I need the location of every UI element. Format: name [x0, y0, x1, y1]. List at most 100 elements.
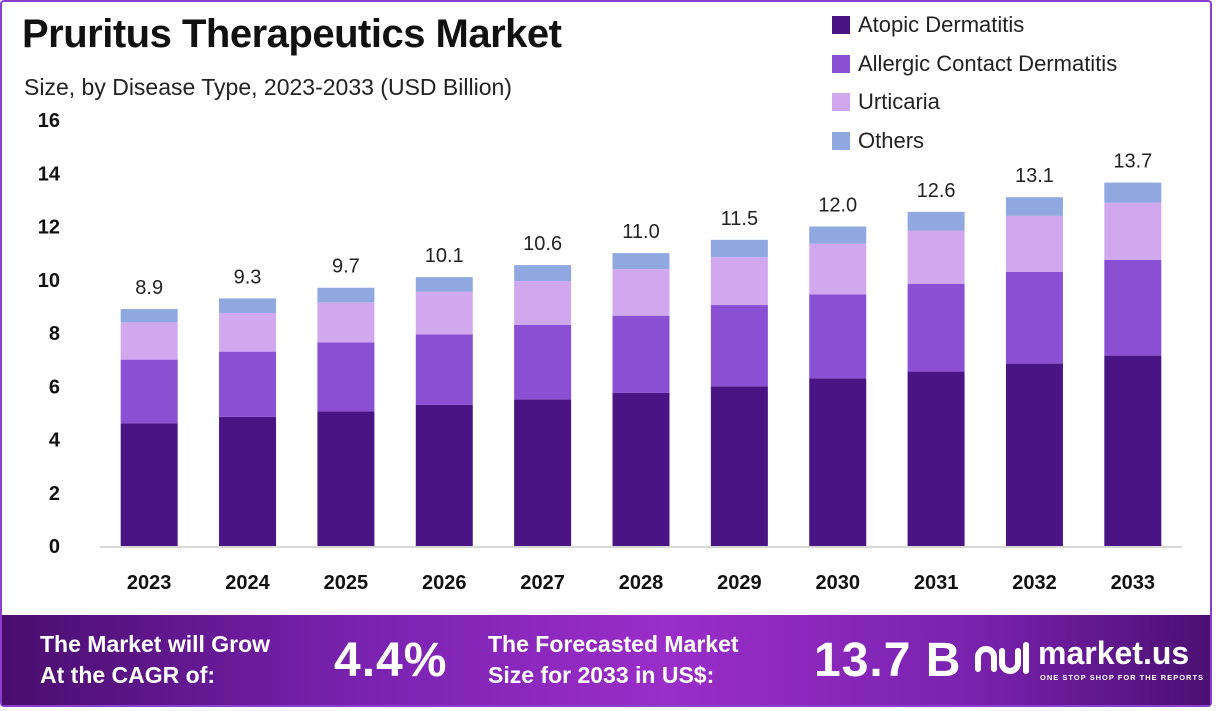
y-tick-label-16: 16	[38, 110, 60, 132]
summary-banner: The Market will Grow At the CAGR of: 4.4…	[2, 615, 1210, 705]
bar-allergic-contact-dermatitis-2032	[1005, 271, 1063, 364]
legend-swatch-atopic-dermatitis	[832, 16, 850, 35]
legend-label-urticaria: Urticaria	[858, 89, 940, 115]
bar-others-2024	[219, 298, 277, 314]
legend-label-atopic-dermatitis: Atopic Dermatitis	[858, 12, 1025, 38]
bar-urticaria-2025	[317, 302, 375, 343]
legend-item-urticaria: Urticaria	[832, 83, 1117, 122]
x-tick-label-2026: 2026	[422, 572, 467, 594]
bar-atopic-dermatitis-2024	[219, 416, 277, 546]
x-tick-label-2033: 2033	[1111, 572, 1156, 594]
chart-title: Pruritus Therapeutics Market	[22, 12, 562, 56]
x-tick-label-2028: 2028	[619, 572, 664, 594]
total-label-2033: 13.7	[1113, 151, 1152, 173]
bar-urticaria-2027	[514, 281, 572, 326]
x-tick-label-2029: 2029	[717, 572, 762, 594]
x-tick-label-2031: 2031	[914, 572, 959, 594]
x-tick-label-2025: 2025	[324, 572, 369, 594]
market-us-logo-tagline: ONE STOP SHOP FOR THE REPORTS	[1040, 673, 1205, 682]
market-us-logo-icon	[975, 642, 1029, 674]
legend-item-allergic-contact-dermatitis: Allergic Contact Dermatitis	[832, 45, 1117, 84]
legend-label-allergic-contact-dermatitis: Allergic Contact Dermatitis	[858, 50, 1118, 76]
bar-atopic-dermatitis-2032	[1005, 363, 1063, 546]
bar-urticaria-2023	[120, 322, 178, 360]
bar-atopic-dermatitis-2028	[612, 392, 670, 546]
total-label-2028: 11.0	[622, 221, 659, 243]
total-label-2025: 9.7	[332, 256, 360, 278]
total-label-2030: 12.0	[818, 195, 857, 217]
y-tick-label-2: 2	[49, 483, 60, 505]
legend-item-others: Others	[832, 122, 1117, 161]
bar-urticaria-2033	[1104, 202, 1162, 260]
bar-urticaria-2026	[415, 291, 473, 335]
legend-label-others: Others	[858, 127, 925, 153]
bar-others-2025	[317, 287, 375, 303]
cagr-caption-line2: At the CAGR of:	[40, 662, 216, 688]
bar-urticaria-2028	[612, 269, 670, 316]
bar-urticaria-2031	[907, 230, 965, 284]
forecast-value: 13.7 B	[814, 634, 962, 687]
total-label-2032: 13.1	[1015, 165, 1054, 187]
cagr-caption-line1: The Market will Grow	[40, 631, 271, 657]
x-tick-label-2027: 2027	[520, 572, 565, 594]
bar-urticaria-2030	[809, 243, 867, 295]
y-tick-label-4: 4	[49, 430, 61, 452]
y-tick-label-8: 8	[49, 323, 60, 345]
bar-others-2030	[809, 226, 867, 244]
bar-atopic-dermatitis-2025	[317, 411, 375, 546]
x-tick-label-2024: 2024	[225, 572, 270, 594]
x-tick-label-2023: 2023	[127, 572, 172, 594]
bar-others-2027	[514, 265, 572, 282]
legend-item-atopic-dermatitis: Atopic Dermatitis	[832, 6, 1117, 45]
cagr-caption: The Market will Grow At the CAGR of:	[40, 629, 270, 691]
stacked-bar-chart: 0 2 4 6 8 10 12 14 16 8.9 2023 9.3 2024 9.7 2025 10.1 20…	[38, 110, 1182, 594]
x-tick-label-2030: 2030	[815, 572, 860, 594]
x-tick-label-2032: 2032	[1012, 572, 1057, 594]
chart-subtitle: Size, by Disease Type, 2023-2033 (USD Bi…	[24, 74, 512, 100]
bar-others-2028	[612, 253, 670, 270]
bar-allergic-contact-dermatitis-2024	[219, 351, 277, 417]
legend-swatch-allergic-contact-dermatitis	[832, 54, 850, 73]
bar-allergic-contact-dermatitis-2030	[809, 294, 867, 379]
y-tick-label-12: 12	[38, 217, 60, 239]
y-tick-label-0: 0	[49, 536, 60, 558]
bar-allergic-contact-dermatitis-2029	[710, 305, 768, 387]
bar-urticaria-2029	[710, 257, 768, 306]
bar-others-2026	[415, 277, 473, 292]
legend-swatch-urticaria	[832, 93, 850, 112]
total-label-2026: 10.1	[425, 245, 464, 267]
bar-atopic-dermatitis-2033	[1104, 355, 1162, 546]
bar-atopic-dermatitis-2027	[514, 399, 572, 546]
bar-others-2032	[1005, 197, 1063, 216]
bar-atopic-dermatitis-2031	[907, 371, 965, 546]
bar-others-2023	[120, 309, 178, 323]
bar-allergic-contact-dermatitis-2033	[1104, 259, 1162, 356]
y-tick-label-10: 10	[38, 270, 60, 292]
forecast-caption: The Forecasted Market Size for 2033 in U…	[488, 629, 739, 691]
total-label-2029: 11.5	[721, 208, 758, 230]
bar-allergic-contact-dermatitis-2025	[317, 342, 375, 412]
bar-allergic-contact-dermatitis-2023	[120, 359, 178, 424]
bar-atopic-dermatitis-2023	[120, 423, 178, 546]
cagr-value: 4.4%	[334, 634, 448, 687]
forecast-caption-line1: The Forecasted Market	[488, 631, 739, 657]
market-us-logo-text: market.us	[1038, 635, 1190, 671]
bar-urticaria-2024	[219, 313, 277, 352]
legend-swatch-others	[832, 131, 850, 150]
total-label-2024: 9.3	[234, 266, 262, 288]
y-tick-label-14: 14	[38, 163, 61, 185]
bar-atopic-dermatitis-2026	[415, 404, 473, 546]
bar-urticaria-2032	[1005, 215, 1063, 272]
total-label-2031: 12.6	[917, 180, 956, 202]
bar-allergic-contact-dermatitis-2026	[415, 334, 473, 405]
bar-others-2029	[710, 239, 768, 258]
bar-others-2033	[1104, 182, 1162, 203]
bar-allergic-contact-dermatitis-2027	[514, 325, 572, 400]
total-label-2027: 10.6	[523, 233, 562, 255]
bar-allergic-contact-dermatitis-2028	[612, 315, 670, 393]
bar-others-2031	[907, 211, 965, 231]
legend: Atopic Dermatitis Allergic Contact Derma…	[832, 6, 1117, 160]
total-label-2023: 8.9	[135, 277, 163, 299]
bar-atopic-dermatitis-2029	[710, 386, 768, 546]
bar-atopic-dermatitis-2030	[809, 378, 867, 546]
